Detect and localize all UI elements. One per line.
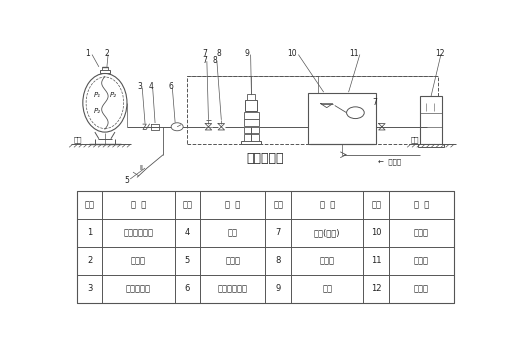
Text: 4: 4 <box>148 82 153 91</box>
Text: 7: 7 <box>203 49 208 58</box>
Bar <box>244 134 258 141</box>
Text: 序号: 序号 <box>371 200 381 209</box>
Text: 5: 5 <box>124 175 130 184</box>
Text: 7: 7 <box>203 56 208 65</box>
Text: 12: 12 <box>371 284 381 293</box>
Text: 2: 2 <box>105 49 109 58</box>
Text: 水泵: 水泵 <box>322 284 332 293</box>
Text: II: II <box>139 165 143 171</box>
Text: 名  称: 名 称 <box>131 200 146 209</box>
Bar <box>244 127 258 134</box>
Text: 1: 1 <box>85 49 91 58</box>
Bar <box>100 70 110 73</box>
Text: 5: 5 <box>185 256 190 265</box>
Circle shape <box>347 107 364 119</box>
Bar <box>102 67 108 70</box>
Bar <box>241 141 262 144</box>
Text: P₂: P₂ <box>109 92 117 98</box>
Text: 疏阀: 疏阀 <box>228 228 238 237</box>
Text: 12: 12 <box>435 49 445 58</box>
Text: 充气口: 充气口 <box>131 256 146 265</box>
Text: 7: 7 <box>276 228 281 237</box>
Text: 8: 8 <box>276 256 281 265</box>
Text: 9: 9 <box>245 49 250 58</box>
Text: 8: 8 <box>216 49 221 58</box>
Bar <box>420 96 442 144</box>
Bar <box>308 93 376 144</box>
Text: 名  称: 名 称 <box>414 200 429 209</box>
Text: 工作原理图: 工作原理图 <box>247 152 284 165</box>
Text: 浮球阀: 浮球阀 <box>414 228 429 237</box>
Text: 橡胶软接头: 橡胶软接头 <box>126 284 151 293</box>
Text: 序号: 序号 <box>274 200 283 209</box>
Text: 9: 9 <box>276 284 281 293</box>
Text: 6: 6 <box>169 82 174 91</box>
Text: 贮水池: 贮水池 <box>414 256 429 265</box>
Text: 11: 11 <box>349 49 358 58</box>
Bar <box>187 76 438 144</box>
Text: 闸阀(蝶阀): 闸阀(蝶阀) <box>314 228 340 237</box>
Text: 10: 10 <box>371 228 381 237</box>
Text: 10: 10 <box>287 49 296 58</box>
Text: 止回阀: 止回阀 <box>320 256 335 265</box>
Text: 隔膜式气压罐: 隔膜式气压罐 <box>123 228 153 237</box>
Text: P₁: P₁ <box>93 92 100 98</box>
Text: 8: 8 <box>213 56 218 65</box>
Bar <box>248 94 255 100</box>
Circle shape <box>171 123 183 131</box>
Text: 电控柜: 电控柜 <box>414 284 429 293</box>
Text: 7: 7 <box>372 98 377 107</box>
Text: 3: 3 <box>138 82 142 91</box>
Text: P₂: P₂ <box>93 108 100 114</box>
Bar <box>244 112 258 119</box>
Text: 11: 11 <box>371 256 381 265</box>
Text: 3: 3 <box>87 284 92 293</box>
Bar <box>77 191 454 303</box>
Text: ←  自来水: ← 自来水 <box>378 158 401 165</box>
Text: 地面: 地面 <box>74 137 82 143</box>
Text: 4: 4 <box>185 228 190 237</box>
Bar <box>418 144 444 147</box>
Text: 电接点压力表: 电接点压力表 <box>218 284 248 293</box>
Text: 序号: 序号 <box>84 200 95 209</box>
Text: 序号: 序号 <box>182 200 193 209</box>
Text: 名  称: 名 称 <box>320 200 335 209</box>
Text: 6: 6 <box>185 284 190 293</box>
Text: 1: 1 <box>87 228 92 237</box>
Text: 名  称: 名 称 <box>225 200 240 209</box>
Bar <box>246 100 257 111</box>
Text: 2: 2 <box>87 256 92 265</box>
Ellipse shape <box>83 73 127 132</box>
Text: 安全阀: 安全阀 <box>225 256 240 265</box>
Text: 地面: 地面 <box>411 137 419 143</box>
Bar <box>244 119 258 126</box>
